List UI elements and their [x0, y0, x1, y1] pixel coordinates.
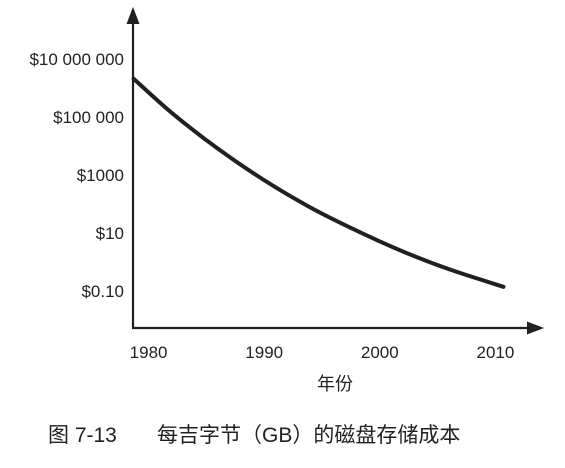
series-line: [131, 76, 506, 289]
y-tick-label: $0.10: [81, 282, 124, 301]
x-tick-label: 2010: [476, 343, 514, 362]
y-axis-arrowhead: [126, 7, 140, 24]
x-tick-label: 1980: [130, 343, 168, 362]
y-tick-label: $10: [96, 224, 124, 243]
x-tick-label: 2000: [361, 343, 399, 362]
x-tick-label: 1990: [245, 343, 283, 362]
x-axis-arrowhead: [527, 321, 544, 335]
figure-caption: 每吉字节（GB）的磁盘存储成本: [157, 424, 460, 447]
x-tick-labels: 1980 1990 2000 2010: [130, 343, 515, 362]
y-tick-label: $1000: [77, 166, 124, 185]
y-tick-label: $10 000 000: [29, 50, 124, 69]
figure-number: 图 7-13: [48, 424, 117, 447]
y-tick-label: $100 000: [53, 108, 124, 127]
x-axis-title: 年份: [317, 374, 353, 394]
axes: [126, 7, 544, 335]
y-tick-labels: $10 000 000 $100 000 $1000 $10 $0.10: [29, 50, 124, 301]
